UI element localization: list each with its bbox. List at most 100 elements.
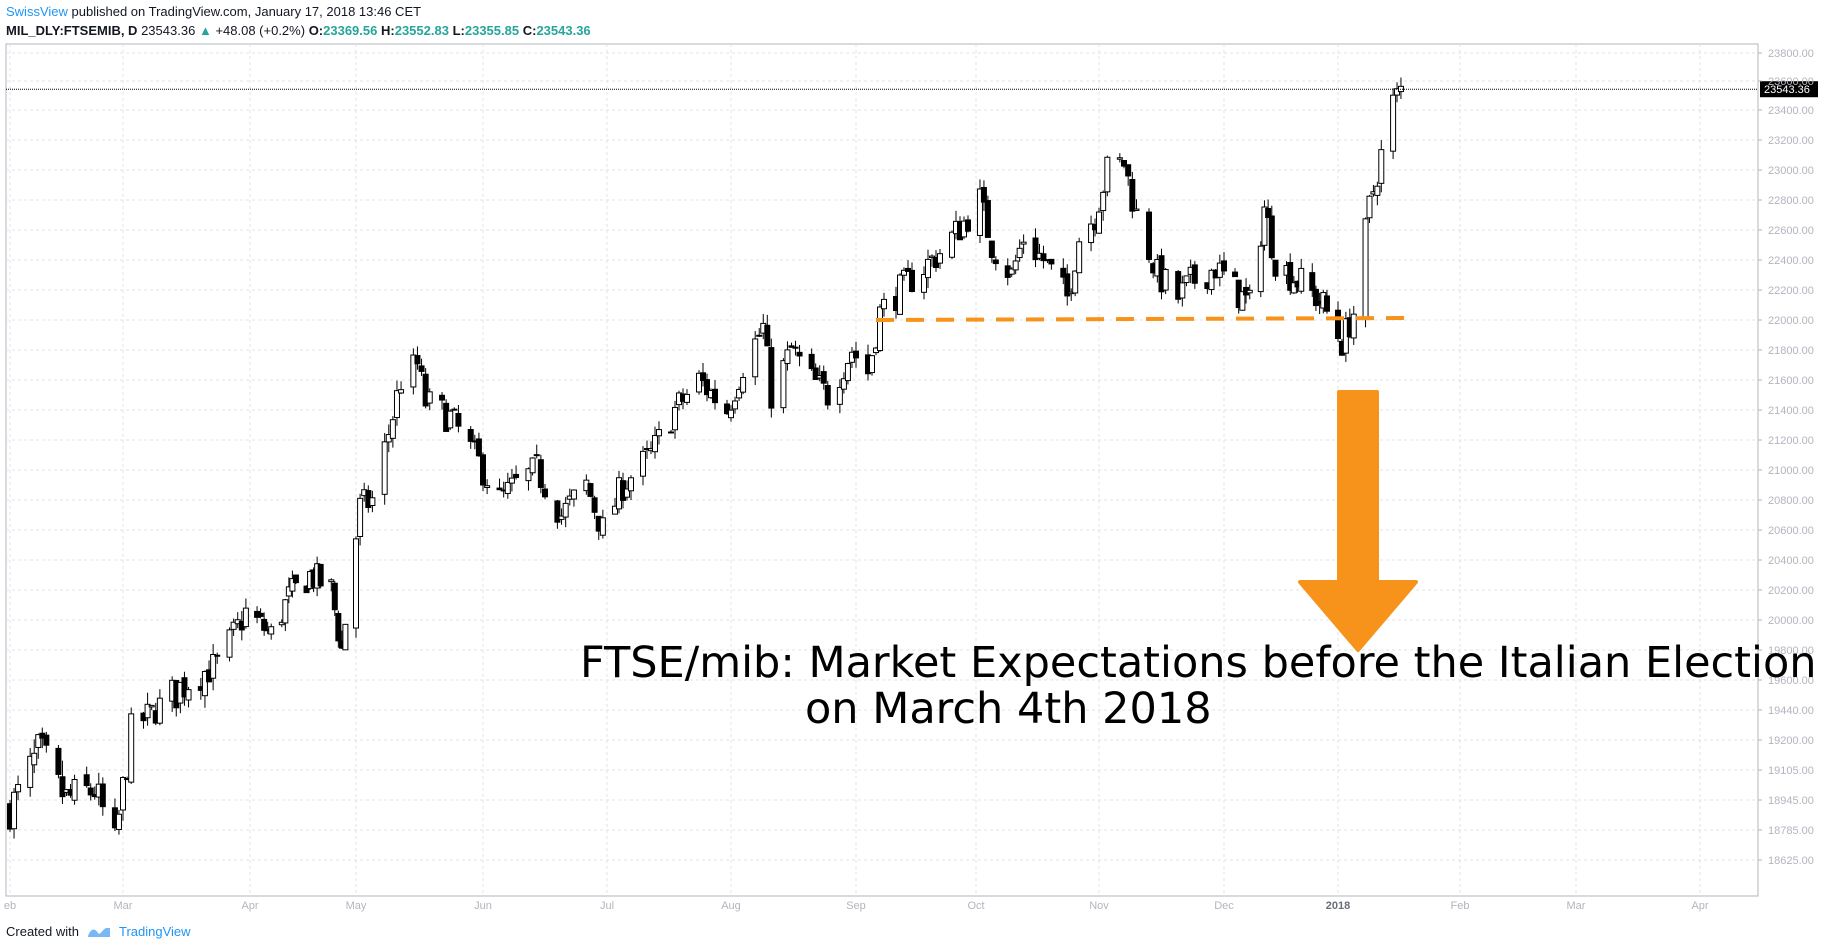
candle-body <box>558 515 565 520</box>
candle-body <box>35 734 42 748</box>
candle-body <box>591 497 598 513</box>
candle-body <box>230 621 237 630</box>
candle-body <box>840 378 847 390</box>
candle-body <box>881 298 887 310</box>
candle-body <box>949 231 955 258</box>
candle-body <box>43 734 50 746</box>
candle-body <box>624 488 630 498</box>
candle-body <box>1287 261 1294 291</box>
candle-body <box>292 574 299 584</box>
candle-body <box>1088 223 1095 244</box>
down-arrow-shape <box>1298 390 1418 652</box>
time-tick-label: Feb <box>1451 900 1470 912</box>
legend-up-arrow-icon: ▲ <box>198 23 212 38</box>
time-tick-label: Sep <box>846 900 866 912</box>
price-tick-label: 21800.00 <box>1768 345 1814 357</box>
candle-body <box>929 255 935 258</box>
price-tick-label: 23200.00 <box>1768 135 1814 147</box>
candle-body <box>844 363 851 382</box>
candle-body <box>328 579 335 583</box>
candle-body <box>55 747 62 775</box>
candle-body <box>921 274 927 293</box>
candle-body <box>144 703 151 719</box>
price-axis[interactable]: 23800.00 23600.00 23400.00 23200.00 23000.00… <box>1758 48 1814 867</box>
legend-close: 23543.36 <box>536 23 591 38</box>
candle-body <box>210 653 217 679</box>
price-tick-label: 22000.00 <box>1768 315 1814 327</box>
candle-body <box>628 477 634 492</box>
candle-body <box>496 487 503 491</box>
annotation-line-1: FTSE/mib: Market Expectations before the… <box>580 638 1817 688</box>
candle-body <box>768 347 775 409</box>
candle-body <box>1290 282 1297 294</box>
candle-body <box>1040 253 1047 262</box>
candle-body <box>1298 267 1305 292</box>
candle-body <box>342 623 349 651</box>
price-tick-label: 20800.00 <box>1768 495 1814 507</box>
candle-body <box>1374 185 1381 196</box>
candle-body <box>784 349 791 364</box>
price-tick-label: 19600.00 <box>1768 675 1814 687</box>
legend-symbol: MIL_DLY:FTSEMIB, D <box>6 23 138 38</box>
candle-body <box>1183 275 1190 284</box>
price-tick-label: 22800.00 <box>1768 195 1814 207</box>
candle-body <box>704 379 710 396</box>
candle-body <box>897 274 903 315</box>
price-tick-label: 20600.00 <box>1768 525 1814 537</box>
candle-body <box>410 354 417 388</box>
candle-body <box>156 697 163 724</box>
candle-body <box>381 441 388 495</box>
candle-body <box>120 777 126 811</box>
candle-body <box>1100 191 1107 212</box>
price-tick-label: 18945.00 <box>1768 795 1814 807</box>
candle-body <box>467 429 474 442</box>
candle-body <box>1221 260 1227 272</box>
candle-body <box>1179 282 1186 299</box>
candle-body <box>1064 273 1071 297</box>
candle-body <box>984 200 991 238</box>
candle-body <box>976 188 983 236</box>
candle-body <box>1312 288 1319 307</box>
annotation-line-2: on March 4th 2018 <box>805 684 1212 734</box>
legend-close-label: C: <box>522 23 537 38</box>
candle-body <box>752 338 759 378</box>
candle-body <box>508 477 515 484</box>
candle-body <box>414 355 421 365</box>
candle-body <box>1366 195 1373 219</box>
candle-body <box>447 410 454 429</box>
author-link[interactable]: SwissView <box>6 4 68 19</box>
chart-grid <box>6 44 1758 896</box>
candle-body <box>99 783 106 808</box>
candle-body <box>1008 268 1015 275</box>
candle-body <box>185 689 192 701</box>
candle-body <box>668 431 674 434</box>
time-axis[interactable]: eb Mar Apr May Jun Jul Aug Sep Oct Nov Dec 2018 Feb M… <box>4 900 1709 912</box>
candle-body <box>1239 291 1246 311</box>
last-price-line: 23543.36 <box>6 81 1818 98</box>
footer-tradingview-link[interactable]: TradingView <box>118 924 191 939</box>
candle-body <box>712 388 718 404</box>
candle-body <box>700 372 706 382</box>
publish-info: published on TradingView.com, January 17… <box>71 4 422 19</box>
candle-body <box>901 269 907 276</box>
candle-body <box>83 774 90 787</box>
time-tick-label: Jul <box>600 900 614 912</box>
candle-body <box>261 618 268 631</box>
time-tick-label: Apr <box>241 900 258 912</box>
candle-body <box>652 434 658 453</box>
candle-body <box>201 670 208 697</box>
candle-body <box>640 450 646 477</box>
candle-body <box>439 394 446 401</box>
candle-body <box>937 253 943 264</box>
candle-body <box>27 755 34 788</box>
candle-body <box>988 240 995 258</box>
candle-body <box>15 784 22 793</box>
price-tick-label: 20000.00 <box>1768 615 1814 627</box>
candle-body <box>1323 295 1330 312</box>
candle-body <box>824 385 831 406</box>
candle-body <box>696 372 702 393</box>
last-price-badge <box>1760 81 1818 98</box>
candle-body <box>587 483 594 497</box>
price-tick-label: 20200.00 <box>1768 585 1814 597</box>
